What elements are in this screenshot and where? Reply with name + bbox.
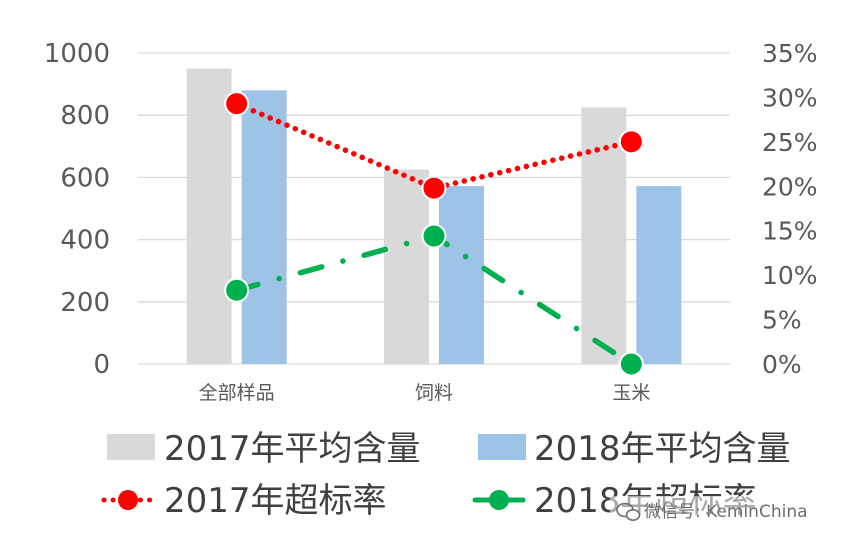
line-2017-rate xyxy=(233,100,635,191)
category-axis-labels: 全部样品 饲料 玉米 xyxy=(199,382,651,404)
legend-marker-2017-rate xyxy=(118,490,138,510)
legend-item-2017-rate: 2017年超标率 xyxy=(101,481,387,521)
bar-series xyxy=(186,68,682,365)
right-tick-label: 5% xyxy=(762,306,802,335)
legend: 2017年平均含量 2018年平均含量 2017年超标率 2018年超标率 xyxy=(101,429,791,521)
bar-2018 xyxy=(439,186,484,364)
right-tick-label: 15% xyxy=(762,217,818,246)
right-tick-label: 10% xyxy=(762,261,818,290)
legend-label-2017-avg: 2017年平均含量 xyxy=(164,429,421,469)
left-tick-label: 600 xyxy=(60,163,110,193)
category-label: 玉米 xyxy=(612,382,650,404)
point-2017-rate xyxy=(224,91,250,117)
legend-item-2018-avg: 2018年平均含量 xyxy=(478,429,791,469)
point-2018-rate xyxy=(618,351,644,377)
left-axis-ticks: 0 200 400 600 800 1000 xyxy=(44,39,110,380)
left-tick-label: 0 xyxy=(93,350,110,380)
bar-2017 xyxy=(384,169,429,364)
left-tick-label: 200 xyxy=(60,288,110,318)
watermark-backdrop xyxy=(610,496,846,526)
left-tick-label: 800 xyxy=(60,101,110,131)
legend-label-2018-avg: 2018年平均含量 xyxy=(534,429,791,469)
legend-swatch-2017-avg xyxy=(107,434,155,460)
right-axis-ticks: 0% 5% 10% 15% 20% 25% 30% 35% xyxy=(762,39,818,379)
legend-item-2017-avg: 2017年平均含量 xyxy=(107,429,421,469)
right-tick-label: 30% xyxy=(762,83,818,112)
right-tick-label: 25% xyxy=(762,128,818,157)
bar-2018 xyxy=(241,90,287,364)
left-tick-label: 1000 xyxy=(44,39,110,69)
left-tick-label: 400 xyxy=(60,226,110,256)
point-2018-rate xyxy=(224,277,250,303)
right-tick-label: 0% xyxy=(762,350,802,379)
right-tick-label: 20% xyxy=(762,172,818,201)
bar-2018 xyxy=(636,186,682,364)
line-series xyxy=(224,91,644,377)
bar-2017 xyxy=(186,68,232,365)
legend-swatch-2018-avg xyxy=(478,434,526,460)
point-2018-rate xyxy=(421,223,447,249)
right-tick-label: 35% xyxy=(762,39,818,68)
wechat-icon xyxy=(616,502,641,521)
watermark: 微信号: KeminChina xyxy=(610,496,846,526)
watermark-text: 微信号: KeminChina xyxy=(644,502,808,522)
point-2017-rate xyxy=(618,129,644,155)
point-2017-rate xyxy=(421,175,447,201)
legend-marker-2018-rate xyxy=(489,490,509,510)
category-label: 全部样品 xyxy=(199,382,275,404)
line-2018-rate xyxy=(233,233,635,367)
category-label: 饲料 xyxy=(415,382,453,404)
legend-label-2017-rate: 2017年超标率 xyxy=(164,481,387,521)
